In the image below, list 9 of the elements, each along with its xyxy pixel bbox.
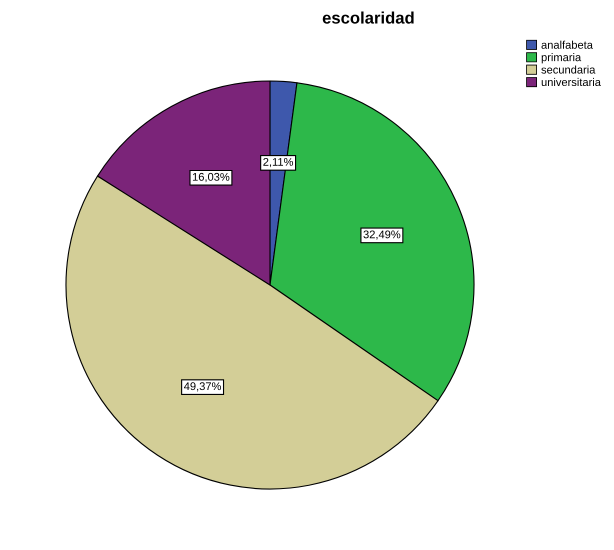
legend-label: analfabeta: [542, 40, 593, 49]
legend-label: universitaria: [542, 78, 601, 86]
legend-label: primaria: [542, 53, 582, 64]
data-label: 16,03%: [192, 172, 230, 182]
data-label: 49,37%: [184, 382, 222, 392]
data-label: 32,49%: [363, 230, 400, 240]
data-label: 2,11%: [263, 158, 294, 168]
legend-label: secundaria: [541, 65, 596, 74]
chart-title: escolaridad: [322, 11, 414, 24]
